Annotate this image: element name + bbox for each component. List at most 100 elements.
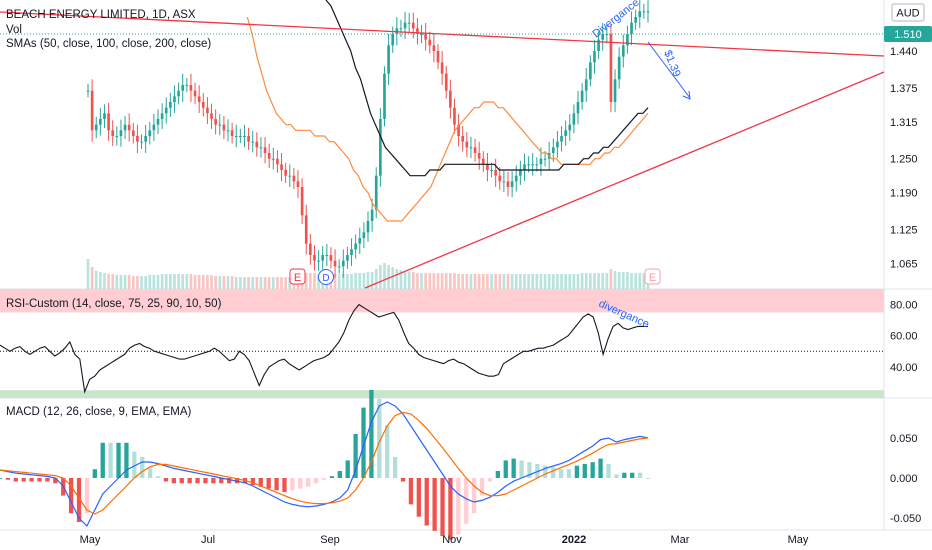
upcoming-earnings-event-marker[interactable]: E <box>644 268 661 285</box>
macd-histogram-bar <box>5 478 11 480</box>
volume-bar <box>189 274 193 289</box>
dividend-event-marker[interactable]: D <box>318 269 334 285</box>
macd-histogram-bar <box>171 478 177 484</box>
macd-histogram-bar <box>574 465 580 478</box>
volume-bar <box>461 274 465 289</box>
rsi-legend[interactable]: RSI-Custom (14, close, 75, 25, 90, 10, 5… <box>6 298 222 310</box>
volume-bar <box>621 272 625 289</box>
macd-legend[interactable]: MACD (12, 26, close, 9, EMA, EMA) <box>6 406 192 418</box>
macd-group <box>0 390 651 540</box>
candle-body <box>490 170 493 171</box>
volume-bar <box>259 277 263 289</box>
candle-body <box>498 175 502 182</box>
candle-body <box>630 22 633 34</box>
candle-body <box>506 181 510 187</box>
sma-lines <box>246 0 649 222</box>
macd-histogram-bar <box>290 478 295 491</box>
macd-histogram-bar <box>385 425 390 478</box>
symbol-title[interactable]: BEACH ENERGY LIMITED, 1D, ASX <box>6 9 196 21</box>
volume-legend[interactable]: Vol <box>6 24 22 36</box>
volume-bar <box>473 274 477 289</box>
volume-bar <box>131 276 135 289</box>
macd-histogram-bar <box>266 478 271 489</box>
volume-bar <box>465 274 469 289</box>
volume-bar <box>313 273 316 289</box>
candle-body <box>123 124 127 131</box>
macd-histogram-bar <box>598 458 603 478</box>
candle-body <box>177 90 180 97</box>
candle-body <box>461 136 465 142</box>
volume-bar <box>86 259 90 289</box>
macd-axis[interactable]: 0.050 0.000 -0.050 <box>890 433 921 525</box>
sma-legend[interactable]: SMAs (50, close, 100, close, 200, close) <box>6 38 211 50</box>
candle-body <box>103 113 106 119</box>
candle-body <box>621 45 625 57</box>
macd-histogram-bar <box>250 478 256 486</box>
candle-body <box>341 260 345 267</box>
earnings-event-marker[interactable]: E <box>289 268 306 285</box>
candle-body <box>379 119 382 176</box>
macd-histogram-bar <box>132 451 137 478</box>
macd-histogram-bar <box>630 472 635 478</box>
candle-body <box>514 175 518 182</box>
candle-body <box>276 158 279 165</box>
volume-bar <box>148 275 152 289</box>
candle-body <box>271 158 275 160</box>
candle-body <box>160 113 164 119</box>
divergence-price-annotation: Divergance <box>590 0 641 40</box>
candle-body <box>201 102 205 108</box>
volume-bar <box>271 277 275 289</box>
candle-body <box>173 96 176 102</box>
time-axis[interactable]: May Jul Sep Nov 2022 Mar May <box>80 534 809 546</box>
volume-bar <box>634 273 637 289</box>
macd-histogram-bar <box>45 478 50 482</box>
volume-bar <box>251 277 255 289</box>
volume-bar <box>152 275 156 289</box>
rsi-axis[interactable]: 80.00 60.00 40.00 <box>890 300 918 374</box>
volume-bar <box>395 269 399 289</box>
candle-body <box>589 62 592 80</box>
candle-body <box>403 22 407 29</box>
candle-body <box>527 164 530 166</box>
volume-bar <box>403 271 407 289</box>
rsi-line-group <box>0 303 648 394</box>
macd-histogram-bar <box>487 478 493 482</box>
volume-bar <box>177 274 180 289</box>
volume-bar <box>543 274 547 289</box>
macd-histogram-bar <box>53 478 58 484</box>
macd-histogram-bar <box>76 478 82 522</box>
candle-body <box>362 232 366 238</box>
price-axis[interactable]: 1.440 1.375 1.315 1.250 1.190 1.125 1.065 <box>890 46 918 271</box>
candle-body <box>317 260 320 262</box>
candle-body <box>449 90 452 108</box>
candle-body <box>354 243 357 250</box>
currency-badge[interactable]: AUD <box>891 3 925 22</box>
candle-body <box>494 170 497 176</box>
candle-body <box>144 136 147 142</box>
candle-body <box>94 124 98 131</box>
volume-bar <box>424 273 427 289</box>
macd-histogram-bar <box>590 462 595 478</box>
volume-bar <box>358 273 362 289</box>
candle-body <box>222 124 226 131</box>
candle-body <box>346 255 349 261</box>
macd-histogram-bar <box>84 478 90 514</box>
candle-body <box>469 147 473 149</box>
volume-bar <box>346 274 349 289</box>
candle-body <box>214 119 217 125</box>
svg-text:AUD: AUD <box>896 8 919 20</box>
candle-body <box>107 113 110 131</box>
macd-histogram-bar <box>345 460 350 478</box>
volume-bar <box>169 274 172 289</box>
candle-body <box>313 255 316 261</box>
volume-bar <box>90 267 94 289</box>
volume-bar <box>160 274 164 289</box>
support-trendline <box>364 71 885 289</box>
candle-body <box>90 90 94 131</box>
candle-body <box>210 113 213 119</box>
macd-histogram-bar <box>645 478 651 479</box>
macd-histogram-bar <box>377 398 382 478</box>
volume-bar <box>539 274 543 289</box>
macd-histogram-bar <box>155 476 161 478</box>
candle-body <box>185 85 189 86</box>
